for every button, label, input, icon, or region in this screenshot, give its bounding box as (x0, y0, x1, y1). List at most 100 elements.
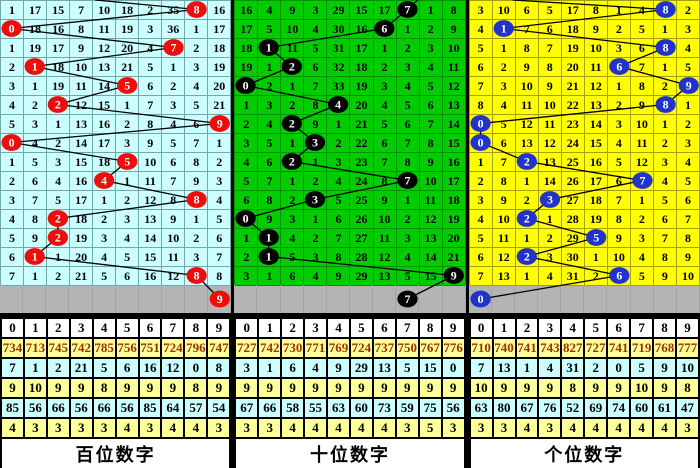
stats-cell: 85 (0, 397, 25, 419)
miss-count-cell: 13 (538, 153, 562, 172)
miss-count-cell: 7 (70, 1, 94, 20)
stats-cell: 9 (417, 377, 443, 399)
miss-count-cell: 1 (208, 134, 232, 153)
miss-count-cell: 32 (327, 58, 351, 77)
stats-cell: 9 (280, 377, 306, 399)
miss-count-cell: 27 (350, 229, 374, 248)
miss-count-cell (373, 20, 397, 39)
miss-count-cell (116, 153, 140, 172)
miss-count-cell: 3 (208, 172, 232, 191)
miss-count-cell: 23 (350, 153, 374, 172)
miss-count-cell: 10 (373, 210, 397, 229)
miss-count-cell: 5 (1, 229, 25, 248)
stats-cell: 4 (303, 417, 329, 439)
stats-cell: 3 (234, 357, 260, 379)
miss-count-cell: 14 (139, 229, 163, 248)
digit-header-cell: 5 (348, 317, 374, 339)
miss-count-cell: 11 (373, 229, 397, 248)
stats-cell: 13 (371, 357, 397, 379)
digit-header-cell: 4 (326, 317, 351, 339)
miss-count-cell: 10 (139, 153, 163, 172)
miss-count-cell (607, 267, 631, 286)
miss-count-cell: 4 (630, 1, 654, 20)
stats-cell: 768 (652, 337, 677, 359)
stats-cell: 8 (91, 377, 117, 399)
miss-count-cell: 3 (304, 1, 328, 20)
stats-cell: 9 (114, 377, 140, 399)
miss-count-cell: 3 (93, 229, 117, 248)
stats-cell: 3 (137, 417, 163, 439)
miss-count-cell: 10 (515, 77, 539, 96)
miss-count-cell: 17 (235, 20, 259, 39)
stats-row: 727 742 730 771 769 724 737 750 767 776 (234, 337, 466, 359)
miss-count-cell (538, 191, 562, 210)
miss-count-cell: 1 (653, 20, 677, 39)
stats-cell: 724 (160, 337, 186, 359)
miss-count-cell: 7 (492, 153, 516, 172)
miss-count-cell (396, 172, 420, 191)
stats-cell: 9 (394, 377, 420, 399)
miss-count-cell: 5 (469, 39, 493, 58)
miss-count-cell (442, 267, 466, 286)
miss-count-cell: 2 (185, 39, 209, 58)
stats-cell: 742 (68, 337, 94, 359)
miss-count-cell (653, 1, 677, 20)
miss-count-cell: 19 (116, 20, 140, 39)
stats-row: 7 13 1 4 31 2 0 5 9 10 (468, 357, 700, 379)
miss-count-cell: 7 (469, 77, 493, 96)
miss-count-cell: 11 (538, 115, 562, 134)
miss-count-cell: 14 (442, 115, 466, 134)
pending-cell (281, 285, 304, 313)
miss-count-cell: 15 (584, 134, 608, 153)
stats-cell: 5 (629, 357, 655, 379)
stats-cell: 13 (491, 357, 517, 379)
miss-count-cell: 15 (350, 1, 374, 20)
miss-count-cell: 1 (492, 39, 516, 58)
miss-count-cell: 6 (492, 134, 516, 153)
miss-count-cell: 16 (47, 20, 71, 39)
miss-count-cell: 3 (630, 229, 654, 248)
miss-count-cell: 3 (373, 77, 397, 96)
miss-count-cell (676, 77, 700, 96)
stats-cell: 1 (22, 357, 48, 379)
digit-header-cell: 3 (303, 317, 329, 339)
stats-cell: 9 (348, 377, 374, 399)
miss-count-cell: 31 (561, 267, 585, 286)
stats-cell: 4 (183, 417, 209, 439)
miss-count-cell: 9 (515, 58, 539, 77)
miss-count-cell: 3 (492, 77, 516, 96)
stats-cell: 7 (0, 357, 25, 379)
miss-count-cell: 14 (538, 172, 562, 191)
miss-count-cell: 18 (70, 210, 94, 229)
pending-cell (116, 285, 139, 313)
miss-count-cell: 5 (1, 115, 25, 134)
miss-count-cell (116, 77, 140, 96)
miss-count-cell: 5 (630, 267, 654, 286)
miss-count-cell: 29 (561, 229, 585, 248)
miss-count-cell: 3 (47, 153, 71, 172)
stats-cell: 743 (537, 337, 563, 359)
miss-count-cell: 7 (653, 229, 677, 248)
digit-header-cell: 1 (257, 317, 283, 339)
pending-cell (350, 285, 374, 313)
pending-cell (654, 285, 677, 313)
stats-cell: 740 (491, 337, 517, 359)
miss-count-cell: 14 (584, 115, 608, 134)
miss-count-cell: 9 (162, 210, 186, 229)
stats-cell: 8 (674, 377, 700, 399)
miss-count-cell (469, 115, 493, 134)
miss-count-cell: 6 (24, 172, 48, 191)
tens-chart-grid: 16 4 9 3 29 15 17 1 8 17 5 10 4 30 16 1 2 9 18 11 5 31 17 1 2 3 10… (234, 0, 466, 286)
stats-cell: 16 (137, 357, 163, 379)
miss-count-cell: 16 (442, 153, 466, 172)
miss-count-cell: 2 (304, 229, 328, 248)
stats-row: 7 1 2 21 5 6 16 12 0 8 (0, 357, 232, 379)
miss-count-cell: 9 (327, 267, 351, 286)
digit-header-cell: 2 (45, 317, 71, 339)
miss-count-cell: 10 (676, 267, 700, 286)
miss-count-cell (653, 96, 677, 115)
stats-cell: 3 (22, 417, 48, 439)
